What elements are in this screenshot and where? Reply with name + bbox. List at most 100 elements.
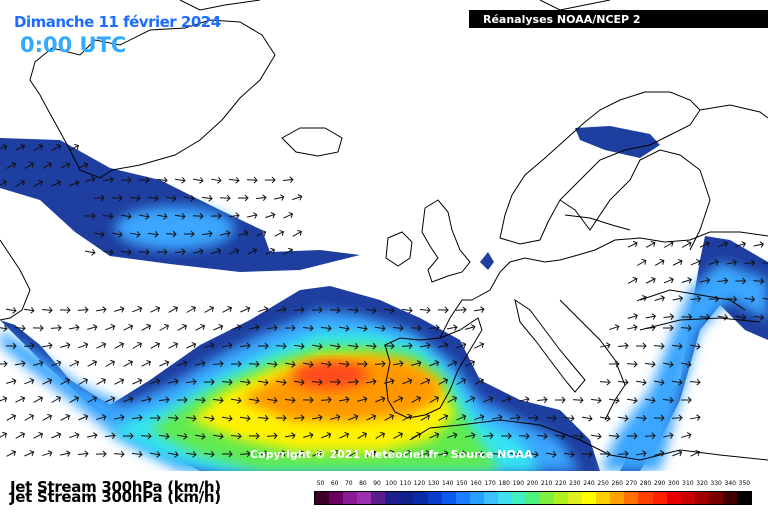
wind-arrow-icon <box>168 378 179 385</box>
wind-arrow-icon <box>203 378 215 386</box>
color-scale-tick: 350 <box>738 480 751 487</box>
wind-arrow-icon <box>419 342 431 349</box>
wind-arrow-icon <box>147 230 159 238</box>
wind-arrow-icon <box>68 324 80 331</box>
wind-arrow-icon <box>120 213 132 220</box>
wind-arrow-icon <box>275 342 287 350</box>
wind-arrow-icon <box>356 325 368 332</box>
wind-arrow-icon <box>410 324 422 332</box>
wind-arrow-icon <box>627 324 638 331</box>
wind-arrow-icon <box>114 306 125 313</box>
jet-north-core <box>115 206 235 250</box>
color-scale-tick: 100 <box>385 480 397 487</box>
wind-arrow-icon <box>672 295 684 302</box>
wind-arrow-icon <box>246 176 258 184</box>
wind-arrow-icon <box>265 212 276 219</box>
wind-arrow-icon <box>447 359 458 367</box>
wind-arrow-icon <box>193 248 204 255</box>
wind-arrow-icon <box>60 342 71 349</box>
wind-arrow-icon <box>6 378 17 385</box>
wind-arrow-icon <box>429 360 440 367</box>
wind-arrow-icon <box>662 432 674 439</box>
wind-arrow-icon <box>717 314 729 321</box>
wind-arrow-icon <box>95 306 107 313</box>
wind-arrow-icon <box>338 360 350 368</box>
wind-arrow-icon <box>519 396 530 403</box>
wind-arrow-icon <box>274 229 285 237</box>
wind-arrow-icon <box>141 323 152 331</box>
wind-arrow-icon <box>87 432 98 439</box>
wind-arrow-icon <box>662 396 674 404</box>
wind-arrow-icon <box>681 313 693 321</box>
wind-arrow-icon <box>653 414 665 422</box>
wind-arrow-icon <box>14 324 26 332</box>
wind-arrow-icon <box>230 360 242 368</box>
wind-arrow-icon <box>129 194 141 202</box>
color-scale-swatch <box>694 492 709 504</box>
wind-arrow-icon <box>599 415 611 422</box>
wind-arrow-icon <box>204 342 215 349</box>
wind-arrow-icon <box>536 396 548 404</box>
source-label: Réanalyses NOAA/NCEP 2 <box>469 10 768 28</box>
color-scale-swatch <box>399 492 414 504</box>
wind-arrow-icon <box>411 360 422 367</box>
wind-arrow-icon <box>212 396 224 404</box>
wind-arrow-icon <box>51 431 62 439</box>
wind-arrow-icon <box>255 194 267 202</box>
color-scale-tick: 230 <box>569 480 581 487</box>
wind-arrow-icon <box>708 295 720 303</box>
wind-arrow-icon <box>590 396 602 404</box>
wind-arrow-icon <box>654 295 665 302</box>
wind-arrow-icon <box>69 432 80 439</box>
color-scale-swatch <box>371 492 386 504</box>
color-scale-swatch <box>511 492 526 504</box>
coastlines <box>0 0 768 461</box>
wind-arrow-icon <box>411 395 422 403</box>
color-scale-labels: 50 60 70 80 90 100 110 120 130 140 150 160 170 180 190… <box>314 480 752 490</box>
wind-arrow-icon <box>15 395 26 403</box>
wind-arrow-icon <box>392 360 404 367</box>
wind-arrow-icon <box>6 161 17 169</box>
wind-arrow-icon <box>636 258 647 266</box>
wind-arrow-icon <box>221 450 233 458</box>
wind-arrow-icon <box>264 176 276 184</box>
wind-arrow-icon <box>545 451 557 458</box>
wind-arrow-icon <box>671 379 683 386</box>
wind-arrow-icon <box>257 414 269 422</box>
wind-arrow-icon <box>229 247 240 255</box>
wind-arrow-icon <box>167 414 179 422</box>
wind-arrow-icon <box>680 361 692 368</box>
wind-arrow-icon <box>237 194 249 202</box>
wind-arrow-icon <box>501 396 512 403</box>
wind-arrow-icon <box>24 378 35 385</box>
wind-arrow-icon <box>672 258 683 266</box>
wind-arrow-icon <box>662 324 674 332</box>
wind-arrow-icon <box>77 450 89 458</box>
wind-arrow-icon <box>15 143 26 151</box>
wind-arrow-icon <box>473 450 485 458</box>
wind-arrow-icon <box>131 450 143 458</box>
coast-uk <box>421 199 471 283</box>
wind-arrow-icon <box>375 396 386 403</box>
color-scale-swatch <box>497 492 512 504</box>
wind-arrow-icon <box>329 378 341 386</box>
weather-map[interactable]: Dimanche 11 février 2024 0:00 UTC Réanal… <box>0 0 768 471</box>
wind-arrow-icon <box>248 360 260 368</box>
wind-arrow-icon <box>357 396 368 403</box>
wind-arrow-icon <box>339 431 350 439</box>
wind-arrow-icon <box>599 378 611 386</box>
wind-arrow-icon <box>247 247 258 255</box>
date-title: Dimanche 11 février 2024 <box>14 13 221 31</box>
wind-arrow-icon <box>663 313 675 321</box>
color-scale-swatch <box>329 492 344 504</box>
wind-arrow-icon <box>293 306 305 314</box>
wind-arrow-icon <box>156 176 168 184</box>
wind-arrow-icon <box>185 378 197 386</box>
wind-arrow-icon <box>617 415 629 422</box>
wind-arrow-icon <box>95 450 107 458</box>
wind-arrow-icon <box>293 414 305 422</box>
wind-arrow-icon <box>156 248 168 256</box>
color-scale-swatch <box>469 492 484 504</box>
wind-arrow-icon <box>645 240 656 248</box>
wind-arrow-icon <box>6 413 17 421</box>
